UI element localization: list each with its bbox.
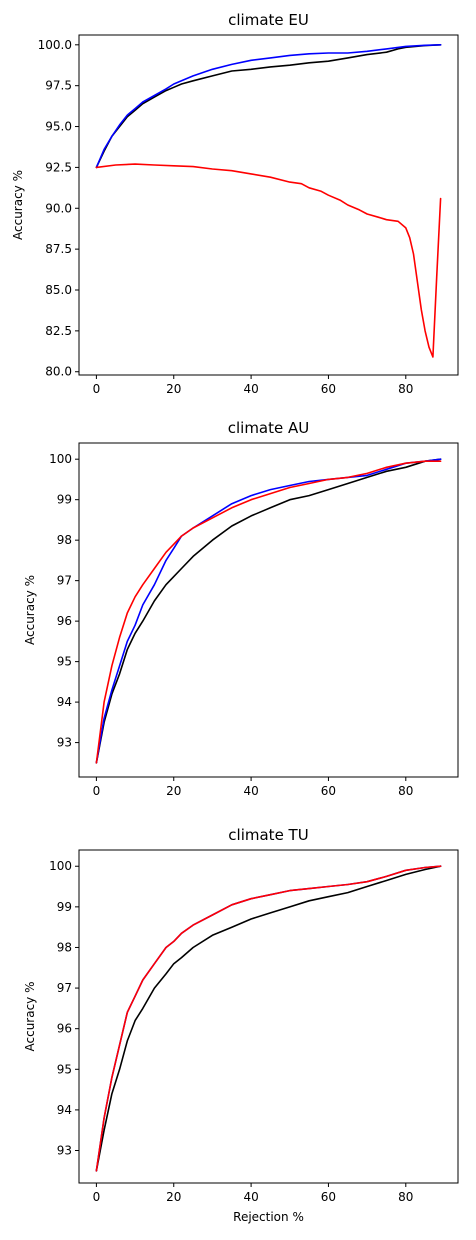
series-line-blue: [95, 865, 442, 1172]
x-tick-label: 60: [321, 382, 336, 396]
chart-2: 0 20 40 60 80 93 94 95 96 97 98 99 100 climate AU Accu…: [23, 419, 459, 798]
y-tick-label: 100: [49, 452, 72, 466]
y-tick-label: 80.0: [45, 365, 72, 379]
series-line-black: [95, 865, 442, 1172]
chart-title: climate EU: [228, 11, 309, 29]
chart-1: 0 20 40 60 80 80.0 82.5 85.0 87.5 90.0 92.5 95.0 97.…: [11, 11, 459, 396]
y-tick-label: 95: [57, 655, 72, 669]
x-tick-label: 0: [93, 1190, 101, 1204]
x-tick-label: 80: [398, 382, 413, 396]
series-line-red: [95, 163, 442, 358]
x-axis-label: Rejection %: [233, 1210, 304, 1224]
chart-3: 0 20 40 60 80 93 94 95 96 97 98 99 100 climate TU Accu…: [23, 826, 459, 1224]
x-tick-label: 20: [166, 784, 181, 798]
y-tick-label: 94: [57, 1103, 72, 1117]
x-tick-label: 80: [398, 784, 413, 798]
y-tick-label: 99: [57, 493, 72, 507]
x-tick-label: 40: [243, 784, 258, 798]
y-tick-label: 98: [57, 533, 72, 547]
plot-frame: [78, 34, 459, 376]
x-tick-label: 60: [321, 784, 336, 798]
x-tick-label: 20: [166, 382, 181, 396]
y-tick-label: 100: [49, 859, 72, 873]
y-axis-label: Accuracy %: [23, 981, 37, 1051]
series-line-red: [95, 865, 442, 1172]
y-tick-label: 97: [57, 981, 72, 995]
y-tick-label: 99: [57, 900, 72, 914]
series-line-black: [95, 458, 442, 764]
chart-title: climate TU: [228, 826, 308, 844]
series-line-black: [95, 43, 442, 169]
y-tick-label: 98: [57, 940, 72, 954]
y-tick-label: 100.0: [38, 38, 72, 52]
x-tick-label: 0: [93, 784, 101, 798]
chart-title: climate AU: [228, 419, 310, 437]
series-line-blue: [95, 458, 442, 764]
y-tick-label: 93: [57, 736, 72, 750]
y-tick-label: 97: [57, 574, 72, 588]
x-tick-label: 0: [93, 382, 101, 396]
y-tick-label: 87.5: [45, 242, 72, 256]
x-tick-label: 40: [243, 382, 258, 396]
y-tick-label: 92.5: [45, 160, 72, 174]
x-tick-label: 80: [398, 1190, 413, 1204]
y-tick-label: 94: [57, 695, 72, 709]
x-tick-label: 40: [243, 1190, 258, 1204]
y-tick-label: 95.0: [45, 120, 72, 134]
x-tick-label: 60: [321, 1190, 336, 1204]
y-tick-label: 93: [57, 1144, 72, 1158]
y-tick-label: 95: [57, 1062, 72, 1076]
y-tick-label: 90.0: [45, 201, 72, 215]
plot-frame: [78, 849, 459, 1184]
y-axis-label: Accuracy %: [11, 170, 25, 240]
y-tick-label: 96: [57, 1022, 72, 1036]
y-tick-label: 97.5: [45, 79, 72, 93]
y-tick-label: 82.5: [45, 324, 72, 338]
y-tick-label: 96: [57, 614, 72, 628]
series-line-blue: [95, 43, 442, 169]
y-axis-label: Accuracy %: [23, 575, 37, 645]
series-line-red: [95, 460, 442, 764]
plot-frame: [78, 442, 459, 778]
y-tick-label: 85.0: [45, 283, 72, 297]
x-tick-label: 20: [166, 1190, 181, 1204]
